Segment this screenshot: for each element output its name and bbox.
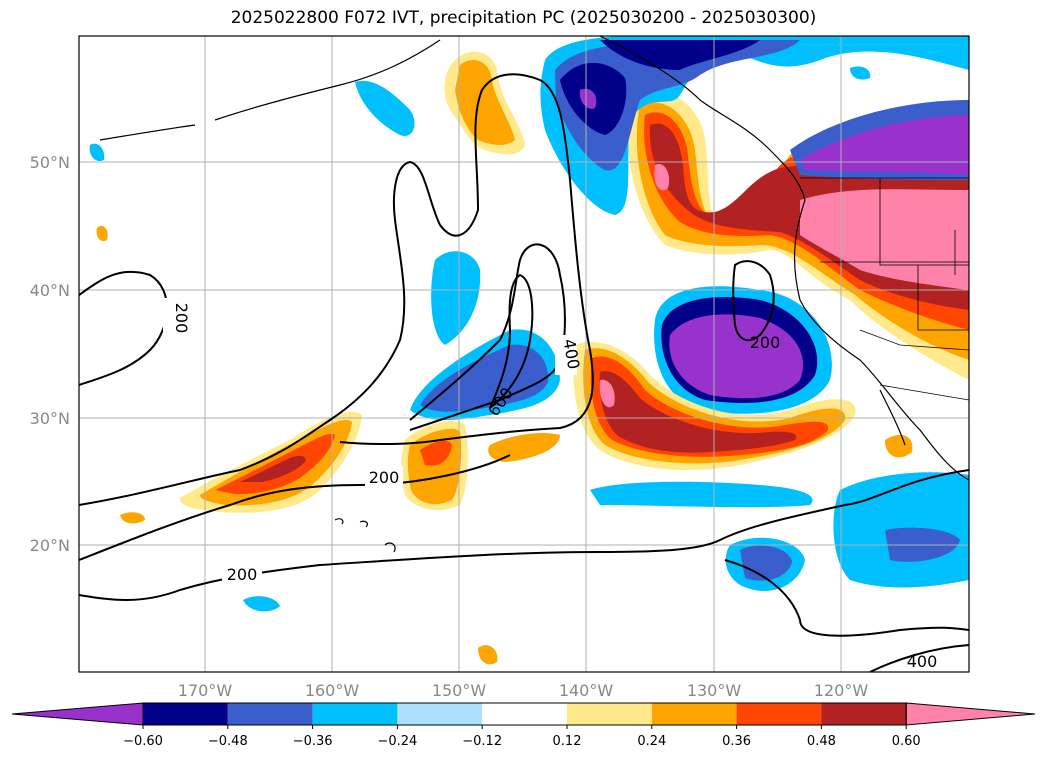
lon-label: 120°W (814, 681, 869, 700)
colorbar-tick-label: 0.24 (637, 734, 666, 749)
lat-label: 30°N (30, 409, 70, 428)
contour-label: 400 (907, 652, 938, 671)
colorbar-swatch (652, 703, 737, 725)
contour-label: 200 (227, 565, 258, 584)
colorbar-swatch (821, 703, 906, 725)
colorbar-extend-min (12, 703, 143, 725)
contour-label: 200 (172, 303, 191, 334)
lon-label: 150°W (432, 681, 487, 700)
colorbar-tick-label: −0.24 (377, 734, 417, 749)
colorbar-swatch (143, 703, 228, 725)
lon-label: 140°W (559, 681, 614, 700)
colorbar-swatch (482, 703, 567, 725)
contour-label: 200 (750, 333, 781, 352)
lat-label: 50°N (30, 153, 70, 172)
colorbar-tick-label: 0.48 (807, 734, 836, 749)
colorbar-tick-label: −0.12 (462, 734, 502, 749)
colorbar-tick-label: −0.36 (293, 734, 333, 749)
lon-label: 170°W (178, 681, 233, 700)
colorbar-swatch (228, 703, 313, 725)
colorbar-tick-label: 0.12 (553, 734, 582, 749)
lon-label: 130°W (687, 681, 742, 700)
lat-label: 20°N (30, 536, 70, 555)
colorbar-tick-label: −0.48 (208, 734, 248, 749)
colorbar: −0.60 −0.48 −0.36 −0.24 −0.12 0.12 0.24 0.36 0.4… (12, 703, 1035, 749)
longitude-labels: 170°W 160°W 150°W 140°W 130°W 120°W (178, 681, 869, 700)
colorbar-swatch (397, 703, 482, 725)
colorbar-extend-max (906, 703, 1035, 725)
colorbar-tick-label: 0.60 (892, 734, 921, 749)
colorbar-tick-label: −0.60 (123, 734, 163, 749)
lon-label: 160°W (305, 681, 360, 700)
colorbar-swatch (567, 703, 652, 725)
colorbar-tick-label: 0.36 (722, 734, 751, 749)
map-figure: 200 200 200 200 400 400 600 50°N 40°N 30… (0, 0, 1047, 765)
lat-label: 40°N (30, 281, 70, 300)
contour-label: 200 (369, 468, 400, 487)
colorbar-swatch (313, 703, 398, 725)
colorbar-swatch (737, 703, 822, 725)
latitude-labels: 50°N 40°N 30°N 20°N (30, 153, 70, 555)
